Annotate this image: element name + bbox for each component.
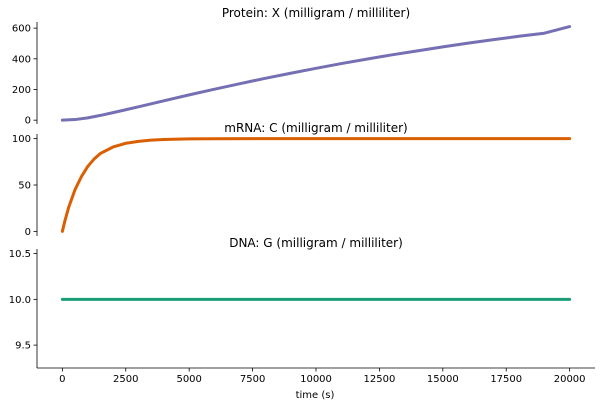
x-tick-label: 17500 bbox=[490, 374, 522, 385]
x-tick-label: 0 bbox=[59, 374, 65, 385]
panel-2-y-tick-label: 10.0 bbox=[9, 295, 31, 306]
panels: Protein: X (milligram / milliliter) 0 200 4… bbox=[9, 6, 572, 368]
panel-1-title: mRNA: C (milligram / milliliter) bbox=[224, 121, 407, 135]
panel-0-y-tick-label: 400 bbox=[12, 54, 31, 65]
x-tick-label: 2500 bbox=[113, 374, 138, 385]
panel-0-y-tick-label: 200 bbox=[12, 85, 31, 96]
x-axis-label: time (s) bbox=[296, 390, 335, 401]
panel-1-y-tick-label: 50 bbox=[18, 181, 31, 192]
panel-1-series-line bbox=[60, 137, 572, 233]
x-tick-label: 15000 bbox=[427, 374, 459, 385]
x-tick-label: 7500 bbox=[240, 374, 265, 385]
x-tick-label: 10000 bbox=[300, 374, 332, 385]
panel-0-y-tick-label: 600 bbox=[12, 24, 31, 35]
panel-0-series-line bbox=[60, 25, 572, 122]
panel-2-y-tick-label: 9.5 bbox=[15, 341, 31, 352]
panel-1-y-tick-label: 100 bbox=[12, 134, 31, 145]
x-axis: 0 2500 5000 7500 10000 12500 15000 17500 20000 bbox=[37, 367, 595, 385]
panel-2-title: DNA: G (milligram / milliliter) bbox=[229, 236, 403, 250]
panel-0-title: Protein: X (milligram / milliliter) bbox=[222, 6, 410, 20]
panel-0-y-tick-label: 0 bbox=[25, 116, 31, 127]
panel-2-y-tick-label: 10.5 bbox=[9, 249, 31, 260]
panel-1: mRNA: C (milligram / milliliter) 0 50 100 bbox=[12, 121, 572, 238]
panel-2: DNA: G (milligram / milliliter) 9.5 10.0 10… bbox=[9, 236, 572, 368]
x-tick-label: 12500 bbox=[364, 374, 396, 385]
x-tick-label: 5000 bbox=[176, 374, 201, 385]
panel-1-y-tick-label: 0 bbox=[25, 227, 31, 238]
panel-0: Protein: X (milligram / milliliter) 0 200 4… bbox=[12, 6, 572, 127]
x-tick-label: 20000 bbox=[554, 374, 586, 385]
